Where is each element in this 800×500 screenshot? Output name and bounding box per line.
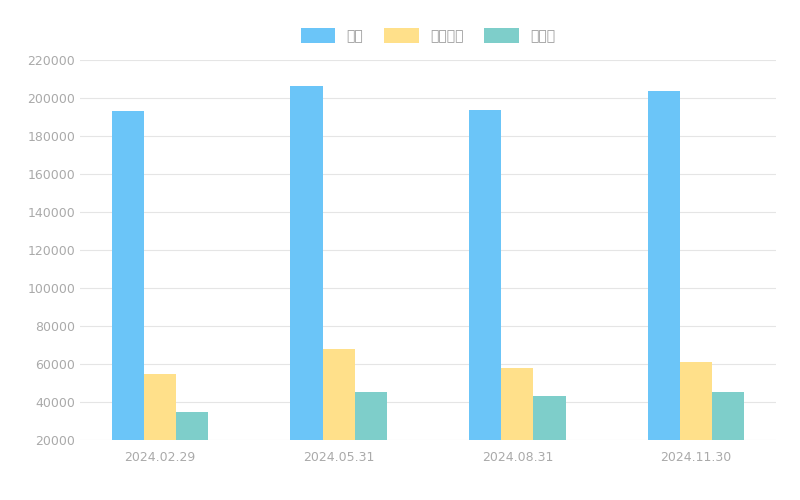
Bar — [502, 368, 534, 478]
Bar — [176, 412, 208, 478]
Bar — [534, 396, 566, 478]
Bar — [469, 110, 502, 478]
Bar — [680, 362, 712, 478]
Bar — [322, 349, 354, 478]
Bar — [648, 92, 680, 478]
Bar — [290, 86, 322, 478]
Bar — [144, 374, 176, 478]
Legend: 매출, 영업이익, 순이익: 매출, 영업이익, 순이익 — [294, 22, 562, 50]
Bar — [112, 112, 144, 478]
Bar — [354, 392, 387, 478]
Bar — [712, 392, 744, 478]
